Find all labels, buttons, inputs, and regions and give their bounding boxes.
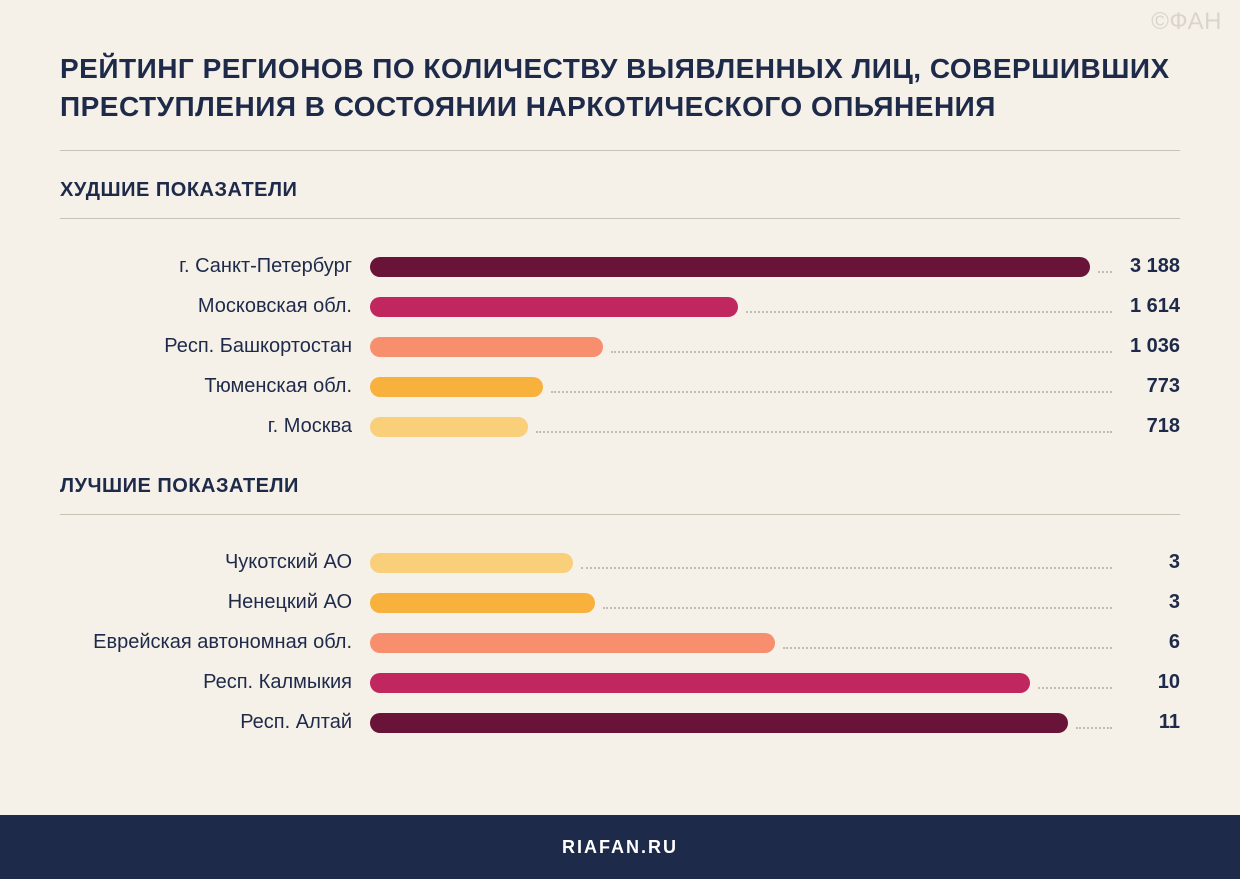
row-track [370, 553, 1120, 573]
bar [370, 257, 1090, 277]
row-label: Еврейская автономная обл. [60, 631, 370, 654]
bar [370, 673, 1030, 693]
dot-leader [536, 431, 1113, 433]
row-track [370, 257, 1120, 277]
row-label: г. Москва [60, 415, 370, 438]
section-worst: ХУДШИЕ ПОКАЗАТЕЛИ г. Санкт-Петербург 3 18… [60, 179, 1180, 447]
row-label: Респ. Калмыкия [60, 671, 370, 694]
row-value: 3 [1120, 591, 1180, 614]
row-label: Чукотский АО [60, 551, 370, 574]
bar-row: г. Санкт-Петербург 3 188 [60, 247, 1180, 287]
row-value: 3 [1120, 551, 1180, 574]
rows-best: Чукотский АО 3 Ненецкий АО 3 Еврейская автон… [60, 543, 1180, 743]
chart-title: РЕЙТИНГ РЕГИОНОВ ПО КОЛИЧЕСТВУ ВЫЯВЛЕННЫ… [60, 50, 1180, 151]
chart-container: ©ФАН РЕЙТИНГ РЕГИОНОВ ПО КОЛИЧЕСТВУ ВЫЯВ… [0, 0, 1240, 879]
bar [370, 553, 573, 573]
bar [370, 337, 603, 357]
bar-row: Чукотский АО 3 [60, 543, 1180, 583]
row-track [370, 633, 1120, 653]
bar [370, 297, 738, 317]
section-heading-best: ЛУЧШИЕ ПОКАЗАТЕЛИ [60, 475, 1180, 515]
dot-leader [1098, 271, 1112, 273]
bar-row: Московская обл. 1 614 [60, 287, 1180, 327]
row-value: 1 614 [1120, 295, 1180, 318]
bar [370, 593, 595, 613]
footer-source: RIAFAN.RU [0, 815, 1240, 879]
row-track [370, 593, 1120, 613]
bar [370, 633, 775, 653]
row-label: Ненецкий АО [60, 591, 370, 614]
row-track [370, 417, 1120, 437]
row-value: 6 [1120, 631, 1180, 654]
bar-row: Тюменская обл. 773 [60, 367, 1180, 407]
watermark: ©ФАН [1151, 8, 1222, 36]
bar [370, 377, 543, 397]
rows-worst: г. Санкт-Петербург 3 188 Московская обл. 1 … [60, 247, 1180, 447]
dot-leader [551, 391, 1113, 393]
dot-leader [746, 311, 1113, 313]
row-label: Респ. Башкортостан [60, 335, 370, 358]
row-value: 718 [1120, 415, 1180, 438]
row-label: Московская обл. [60, 295, 370, 318]
bar-row: Респ. Алтай 11 [60, 703, 1180, 743]
dot-leader [783, 647, 1112, 649]
dot-leader [1038, 687, 1112, 689]
bar-row: г. Москва 718 [60, 407, 1180, 447]
bar-row: Респ. Башкортостан 1 036 [60, 327, 1180, 367]
row-track [370, 297, 1120, 317]
row-track [370, 377, 1120, 397]
row-label: г. Санкт-Петербург [60, 255, 370, 278]
dot-leader [611, 351, 1113, 353]
row-label: Респ. Алтай [60, 711, 370, 734]
row-track [370, 673, 1120, 693]
row-label: Тюменская обл. [60, 375, 370, 398]
row-value: 11 [1120, 711, 1180, 734]
bar-row: Респ. Калмыкия 10 [60, 663, 1180, 703]
bar [370, 417, 528, 437]
row-track [370, 713, 1120, 733]
section-heading-worst: ХУДШИЕ ПОКАЗАТЕЛИ [60, 179, 1180, 219]
row-value: 773 [1120, 375, 1180, 398]
row-value: 1 036 [1120, 335, 1180, 358]
bar [370, 713, 1068, 733]
bar-row: Еврейская автономная обл. 6 [60, 623, 1180, 663]
dot-leader [1076, 727, 1113, 729]
row-value: 3 188 [1120, 255, 1180, 278]
row-value: 10 [1120, 671, 1180, 694]
row-track [370, 337, 1120, 357]
dot-leader [603, 607, 1112, 609]
bar-row: Ненецкий АО 3 [60, 583, 1180, 623]
section-best: ЛУЧШИЕ ПОКАЗАТЕЛИ Чукотский АО3Ненецкий … [60, 475, 1180, 743]
dot-leader [581, 567, 1113, 569]
content-area: РЕЙТИНГ РЕГИОНОВ ПО КОЛИЧЕСТВУ ВЫЯВЛЕННЫ… [0, 0, 1240, 743]
